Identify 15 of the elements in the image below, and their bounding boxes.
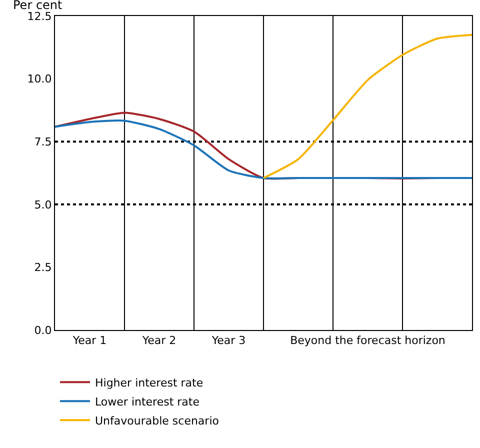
y-tick-label: 7.5 <box>34 135 52 148</box>
legend-label: Higher interest rate <box>95 376 204 390</box>
x-tick-label: Beyond the forecast horizon <box>290 334 446 348</box>
y-tick-label: 5.0 <box>34 198 52 212</box>
y-tick-label: 0.0 <box>34 324 52 337</box>
x-tick-label: Year 1 <box>72 334 107 348</box>
y-tick-label: 2.5 <box>34 261 52 274</box>
x-tick-label: Year 2 <box>141 334 176 348</box>
y-tick-label: 10.0 <box>27 72 52 86</box>
line-series <box>262 34 472 180</box>
y-tick-label: 12.5 <box>27 10 52 23</box>
legend-label: Unfavourable scenario <box>95 414 220 428</box>
x-tick-label: Year 3 <box>210 334 246 348</box>
y-axis-title: Per cent <box>13 0 63 12</box>
legend-label: Lower interest rate <box>95 395 200 408</box>
